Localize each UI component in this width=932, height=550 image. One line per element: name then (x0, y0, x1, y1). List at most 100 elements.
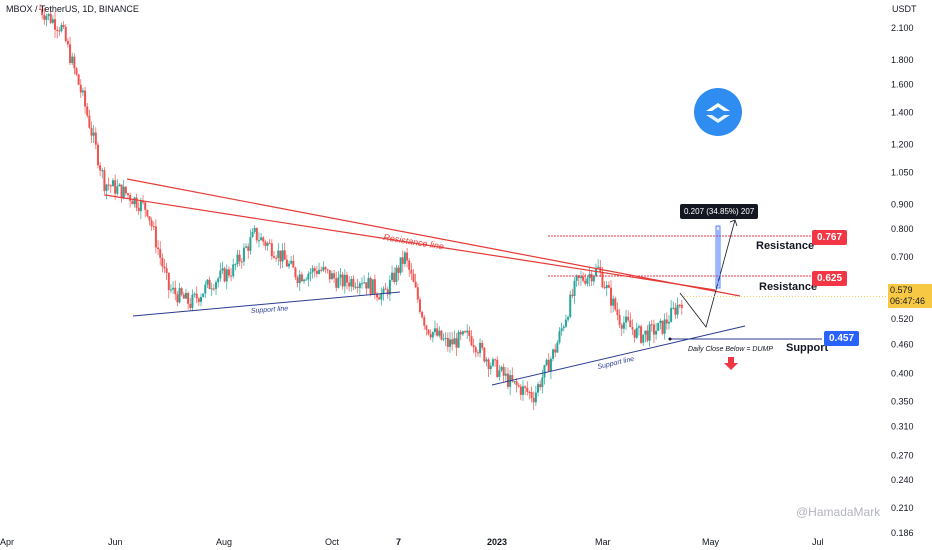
candle-body[interactable] (178, 288, 181, 303)
candle-body[interactable] (152, 226, 155, 228)
candle-body[interactable] (131, 200, 134, 205)
candle-body[interactable] (524, 386, 527, 388)
candle-body[interactable] (388, 280, 391, 295)
candle-body[interactable] (94, 132, 97, 145)
candle-body[interactable] (522, 386, 524, 395)
candle-body[interactable] (150, 220, 153, 227)
candle-body[interactable] (120, 184, 123, 199)
candle-body[interactable] (496, 359, 499, 377)
candle-body[interactable] (481, 342, 484, 348)
candle-body[interactable] (569, 294, 572, 317)
candle-body[interactable] (676, 304, 679, 315)
candle-body[interactable] (386, 289, 389, 295)
candle-body[interactable] (309, 272, 312, 274)
candle-body[interactable] (354, 286, 357, 288)
candle-body[interactable] (90, 127, 93, 136)
candle-body[interactable] (122, 186, 125, 199)
candle-body[interactable] (577, 275, 580, 278)
candle-body[interactable] (491, 359, 494, 366)
candle-body[interactable] (191, 294, 194, 308)
candle-body[interactable] (479, 342, 482, 354)
support-line-left[interactable] (132, 291, 401, 317)
candle-body[interactable] (290, 260, 293, 264)
candle-body[interactable] (210, 288, 213, 290)
candle-body[interactable] (506, 373, 509, 387)
candle-body[interactable] (472, 345, 475, 348)
candle-body[interactable] (449, 339, 452, 347)
candle-body[interactable] (272, 256, 275, 258)
candle-body[interactable] (144, 202, 147, 210)
candle-body[interactable] (169, 289, 172, 291)
candle-body[interactable] (99, 165, 102, 171)
candle-body[interactable] (579, 276, 582, 278)
candle-body[interactable] (79, 84, 82, 93)
candle-body[interactable] (88, 115, 91, 128)
candle-body[interactable] (165, 268, 168, 274)
candle-body[interactable] (260, 237, 263, 241)
candle-body[interactable] (202, 293, 205, 297)
candle-body[interactable] (403, 252, 406, 264)
candle-body[interactable] (176, 294, 179, 303)
candle-body[interactable] (446, 337, 449, 347)
candle-body[interactable] (326, 269, 329, 271)
candle-body[interactable] (588, 274, 591, 279)
candle-body[interactable] (678, 304, 681, 306)
candle-body[interactable] (468, 330, 471, 337)
candle-body[interactable] (49, 13, 52, 23)
candle-body[interactable] (607, 285, 610, 288)
candle-body[interactable] (288, 263, 291, 267)
candle-body[interactable] (212, 288, 215, 290)
candle-body[interactable] (485, 359, 488, 362)
candle-body[interactable] (236, 254, 239, 265)
candle-body[interactable] (315, 271, 318, 274)
candle-body[interactable] (629, 320, 632, 328)
candle-body[interactable] (137, 207, 140, 212)
candle-body[interactable] (116, 186, 119, 194)
candle-body[interactable] (378, 297, 381, 300)
candle-body[interactable] (223, 268, 226, 282)
candle-body[interactable] (41, 9, 44, 16)
candle-body[interactable] (429, 334, 432, 338)
candle-body[interactable] (159, 249, 162, 258)
candle-body[interactable] (107, 184, 110, 186)
candle-body[interactable] (466, 330, 469, 333)
candle-body[interactable] (275, 257, 278, 259)
candle-body[interactable] (547, 359, 550, 372)
candle-body[interactable] (251, 231, 254, 238)
candle-body[interactable] (240, 261, 243, 263)
candle-body[interactable] (433, 328, 436, 333)
candle-body[interactable] (534, 392, 537, 403)
candle-body[interactable] (637, 326, 640, 328)
candle-body[interactable] (300, 274, 303, 282)
candle-body[interactable] (399, 257, 402, 273)
candle-body[interactable] (461, 331, 464, 335)
candle-body[interactable] (200, 296, 202, 302)
candle-body[interactable] (487, 359, 490, 370)
candle-body[interactable] (642, 334, 645, 343)
candle-body[interactable] (60, 24, 63, 32)
candle-body[interactable] (483, 347, 486, 362)
candle-body[interactable] (367, 277, 370, 289)
candle-body[interactable] (335, 278, 338, 288)
candle-body[interactable] (247, 246, 250, 251)
candle-body[interactable] (655, 330, 658, 335)
candle-body[interactable] (489, 365, 492, 370)
candle-body[interactable] (502, 366, 505, 376)
candle-body[interactable] (618, 315, 621, 325)
candle-body[interactable] (552, 349, 555, 359)
candle-body[interactable] (605, 285, 608, 289)
candle-body[interactable] (635, 327, 638, 338)
candle-body[interactable] (571, 294, 574, 296)
candle-body[interactable] (418, 299, 421, 312)
candle-body[interactable] (345, 274, 348, 283)
candle-body[interactable] (665, 319, 668, 324)
candle-body[interactable] (69, 44, 72, 64)
candle-body[interactable] (51, 19, 54, 23)
candle-body[interactable] (564, 319, 567, 327)
candle-body[interactable] (109, 185, 112, 187)
candle-body[interactable] (401, 257, 404, 264)
candle-body[interactable] (206, 279, 209, 285)
resistance-line-lower[interactable] (104, 194, 716, 291)
candle-body[interactable] (204, 284, 207, 294)
candle-body[interactable] (195, 293, 198, 299)
